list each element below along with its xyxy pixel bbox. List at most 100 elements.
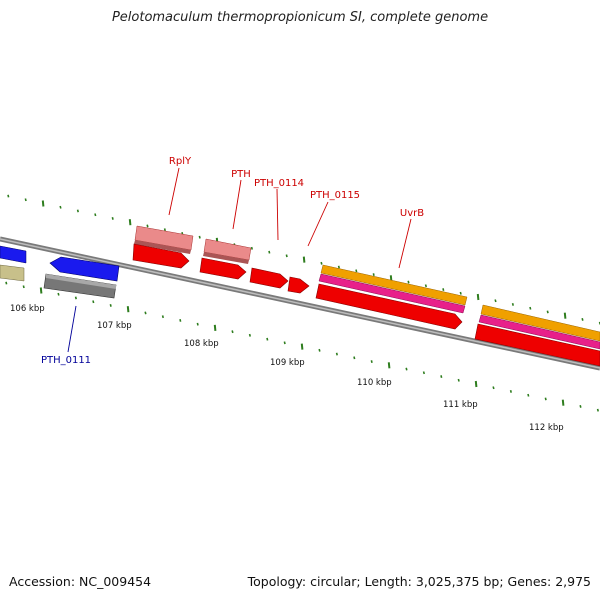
gene-feature-magenta-right[interactable] — [478, 314, 600, 350]
scale-label-107: 107 kbp — [97, 321, 132, 331]
major-tick — [39, 287, 43, 294]
leader-uvrb — [398, 218, 412, 269]
gene-label-pth[interactable]: PTH — [231, 169, 251, 180]
gene-feature-pth-0111[interactable] — [49, 256, 120, 282]
minor-tick — [111, 217, 114, 220]
minor-tick — [283, 341, 286, 345]
minor-tick — [248, 333, 251, 337]
major-tick — [126, 306, 130, 313]
gene-label-rply[interactable]: RplY — [169, 156, 192, 167]
gene-feature-uvrb[interactable] — [315, 283, 463, 330]
gene-feature-pth-0115[interactable] — [287, 276, 310, 294]
major-tick — [387, 362, 391, 369]
minor-tick — [509, 390, 512, 393]
minor-tick — [440, 375, 443, 378]
gene-feature-olive-left[interactable] — [0, 264, 25, 282]
minor-tick — [442, 288, 445, 291]
minor-tick — [266, 337, 269, 341]
gene-feature-red-right[interactable] — [474, 323, 600, 367]
gene-feature-uvrb-magenta[interactable] — [318, 273, 466, 314]
minor-tick — [459, 291, 462, 295]
scale-label-106: 106 kbp — [10, 304, 45, 314]
upper-tick-track — [7, 194, 600, 325]
minor-tick — [198, 235, 201, 239]
genome-backbone-highlight — [0, 238, 600, 369]
gene-feature-pth-0114[interactable] — [249, 267, 289, 289]
minor-tick — [337, 265, 340, 269]
major-tick — [474, 380, 478, 388]
major-tick — [561, 399, 565, 406]
scale-label-108: 108 kbp — [184, 339, 219, 349]
minor-tick — [457, 378, 460, 382]
minor-tick — [320, 261, 323, 265]
gene-feature-pth[interactable] — [199, 257, 247, 280]
minor-tick — [405, 367, 408, 371]
minor-tick — [144, 311, 147, 315]
gene-label-uvrb[interactable]: UvrB — [400, 208, 424, 219]
minor-tick — [596, 408, 599, 412]
minor-tick — [161, 315, 164, 319]
scale-label-110: 110 kbp — [357, 378, 392, 388]
scale-label-112: 112 kbp — [529, 423, 564, 433]
minor-tick — [92, 300, 95, 304]
minor-tick — [179, 319, 182, 322]
gene-feature-gray-shine — [46, 274, 116, 289]
leader-pth-0111 — [67, 305, 77, 353]
minor-tick — [511, 303, 514, 306]
minor-tick — [5, 281, 8, 285]
minor-tick — [335, 352, 338, 356]
minor-tick — [353, 356, 356, 360]
minor-tick — [24, 198, 27, 202]
minor-tick — [231, 330, 234, 334]
gene-label-pth-0115[interactable]: PTH_0115 — [310, 190, 360, 201]
leader-pth — [232, 179, 242, 230]
lower-tick-track — [5, 281, 599, 412]
genome-summary-text: Topology: circular; Length: 3,025,375 bp… — [247, 574, 591, 589]
minor-tick — [579, 405, 582, 408]
minor-tick — [581, 318, 584, 321]
minor-tick — [370, 360, 373, 363]
minor-tick — [94, 213, 97, 217]
gene-feature-pth-pink-shadow — [203, 252, 249, 264]
genome-title: Pelotomaculum thermopropionicum SI, comp… — [111, 10, 489, 25]
minor-tick — [355, 269, 358, 273]
minor-tick — [492, 386, 495, 390]
minor-tick — [74, 296, 77, 300]
minor-tick — [57, 292, 60, 296]
minor-tick — [318, 348, 321, 352]
minor-tick — [407, 280, 410, 284]
minor-tick — [372, 273, 375, 276]
minor-tick — [422, 371, 425, 375]
accession-text: Accession: NC_009454 — [9, 574, 152, 589]
minor-tick — [76, 209, 79, 213]
major-tick — [41, 200, 45, 207]
major-tick — [563, 312, 567, 319]
leader-rply — [168, 167, 180, 216]
gene-label-pth-0111[interactable]: PTH_0111 — [41, 355, 91, 366]
major-tick — [302, 256, 306, 263]
minor-tick — [546, 310, 549, 314]
gene-feature-orange-right[interactable] — [480, 304, 600, 342]
major-tick — [300, 343, 304, 350]
minor-tick — [196, 322, 199, 326]
minor-tick — [424, 284, 427, 288]
major-tick — [128, 219, 132, 226]
gene-feature-blue-left[interactable] — [0, 245, 27, 264]
minor-tick — [527, 393, 530, 397]
scale-label-109: 109 kbp — [270, 358, 305, 368]
minor-tick — [544, 397, 547, 401]
scale-label-111: 111 kbp — [443, 400, 478, 410]
gene-label-pth-0114[interactable]: PTH_0114 — [254, 178, 304, 189]
gene-feature-rply[interactable] — [132, 243, 190, 269]
minor-tick — [146, 224, 149, 228]
minor-tick — [7, 194, 10, 198]
minor-tick — [250, 246, 253, 250]
minor-tick — [109, 304, 112, 307]
minor-tick — [59, 205, 62, 209]
leader-pth-0115 — [307, 201, 329, 247]
gene-feature-uvrb-orange[interactable] — [320, 264, 468, 306]
minor-tick — [529, 306, 532, 310]
minor-tick — [285, 254, 288, 258]
